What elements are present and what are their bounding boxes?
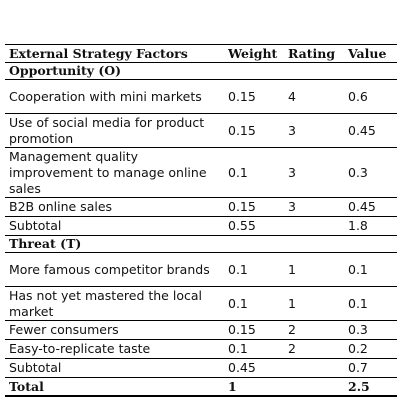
weight-cell: 0.1 — [224, 147, 284, 198]
subtotal-label: Subtotal — [5, 216, 224, 236]
rating-cell: 2 — [284, 320, 344, 340]
weight-cell: 0.1 — [224, 252, 284, 287]
section-opportunity: Opportunity (O) — [5, 62, 397, 80]
value-cell: 0.1 — [344, 286, 397, 321]
rating-cell: 3 — [284, 197, 344, 217]
factor-cell: Cooperation with mini markets — [5, 79, 224, 114]
section-title-threat: Threat (T) — [5, 235, 397, 253]
factor-cell: B2B online sales — [5, 197, 224, 217]
header-factors: External Strategy Factors — [9, 45, 188, 61]
section-title-opportunity: Opportunity (O) — [5, 62, 397, 80]
total-rating — [284, 377, 344, 397]
rating-cell: 1 — [284, 286, 344, 321]
value-cell: 0.45 — [344, 197, 397, 217]
subtotal-row-threat: Subtotal 0.45 0.7 — [5, 358, 397, 378]
table-row: B2B online sales 0.15 3 0.45 — [5, 197, 397, 217]
header-value: Value — [348, 45, 387, 61]
rating-cell: 3 — [284, 147, 344, 198]
value-cell: 0.3 — [344, 147, 397, 198]
value-cell: 0.1 — [344, 252, 397, 287]
total-value: 2.5 — [344, 377, 397, 397]
table-row: Fewer consumers 0.15 2 0.3 — [5, 320, 397, 340]
table-row: Cooperation with mini markets 0.15 4 0.6 — [5, 79, 397, 114]
value-cell: 0.3 — [344, 320, 397, 340]
factor-cell: More famous competitor brands — [5, 252, 224, 287]
table-row: Use of social media for product promotio… — [5, 113, 397, 148]
subtotal-value: 0.7 — [344, 358, 397, 378]
header-row: External Strategy Factors Weight Rating … — [5, 44, 397, 63]
value-cell: 0.2 — [344, 339, 397, 359]
subtotal-label: Subtotal — [5, 358, 224, 378]
factor-cell: Fewer consumers — [5, 320, 224, 340]
rating-cell: 4 — [284, 79, 344, 114]
factor-cell: Management quality improvement to manage… — [5, 147, 224, 198]
table-row: More famous competitor brands 0.1 1 0.1 — [5, 252, 397, 287]
efas-table: External Strategy Factors Weight Rating … — [5, 44, 397, 397]
table-row: Management quality improvement to manage… — [5, 147, 397, 198]
table-row: Has not yet mastered the local market 0.… — [5, 286, 397, 321]
weight-cell: 0.1 — [224, 339, 284, 359]
section-threat: Threat (T) — [5, 235, 397, 253]
weight-cell: 0.1 — [224, 286, 284, 321]
efas-table-container: External Strategy Factors Weight Rating … — [5, 44, 397, 397]
subtotal-weight: 0.45 — [224, 358, 284, 378]
header-weight: Weight — [228, 45, 278, 61]
total-row: Total 1 2.5 — [5, 377, 397, 397]
factor-cell: Easy-to-replicate taste — [5, 339, 224, 359]
total-label: Total — [5, 377, 224, 397]
rating-cell: 2 — [284, 339, 344, 359]
subtotal-row-opportunity: Subtotal 0.55 1.8 — [5, 216, 397, 236]
subtotal-rating — [284, 358, 344, 378]
total-weight: 1 — [224, 377, 284, 397]
weight-cell: 0.15 — [224, 197, 284, 217]
value-cell: 0.45 — [344, 113, 397, 148]
subtotal-weight: 0.55 — [224, 216, 284, 236]
table-row: Easy-to-replicate taste 0.1 2 0.2 — [5, 339, 397, 359]
weight-cell: 0.15 — [224, 320, 284, 340]
header-rating: Rating — [288, 45, 336, 61]
factor-cell: Has not yet mastered the local market — [5, 286, 224, 321]
weight-cell: 0.15 — [224, 79, 284, 114]
value-cell: 0.6 — [344, 79, 397, 114]
subtotal-value: 1.8 — [344, 216, 397, 236]
rating-cell: 1 — [284, 252, 344, 287]
rating-cell: 3 — [284, 113, 344, 148]
subtotal-rating — [284, 216, 344, 236]
weight-cell: 0.15 — [224, 113, 284, 148]
factor-cell: Use of social media for product promotio… — [5, 113, 224, 148]
